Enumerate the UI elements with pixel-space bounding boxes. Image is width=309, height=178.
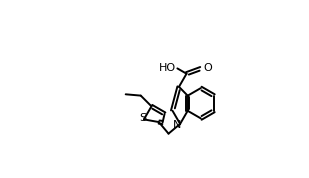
Text: HO: HO [159,62,176,72]
Text: N: N [173,120,182,130]
Text: O: O [203,63,212,73]
Text: S: S [139,113,146,123]
